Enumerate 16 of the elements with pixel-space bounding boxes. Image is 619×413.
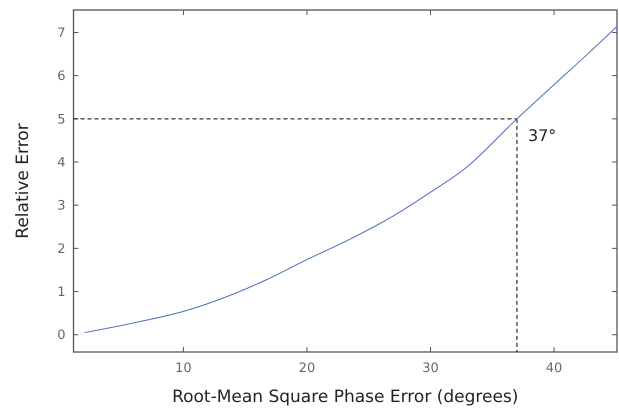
annotation: 37° [528,126,556,145]
y-axis-title: Relative Error [13,123,33,239]
y-tick-label: 1 [57,285,66,300]
x-tick-label: 10 [175,361,192,376]
x-tick-label: 20 [298,361,316,376]
x-axis-title: Root-Mean Square Phase Error (degrees) [172,387,518,407]
y-tick-label: 7 [57,26,66,41]
y-tick-label: 0 [57,328,66,344]
x-tick-label: 40 [546,361,562,376]
y-tick-label: 3 [57,198,66,214]
line-series [84,26,618,334]
y-tick-label: 2 [57,242,66,257]
y-tick-label: 6 [57,69,66,84]
x-tick-label: 30 [422,361,439,376]
y-tick-label: 4 [57,156,66,170]
y-tick-label: 5 [57,112,66,128]
